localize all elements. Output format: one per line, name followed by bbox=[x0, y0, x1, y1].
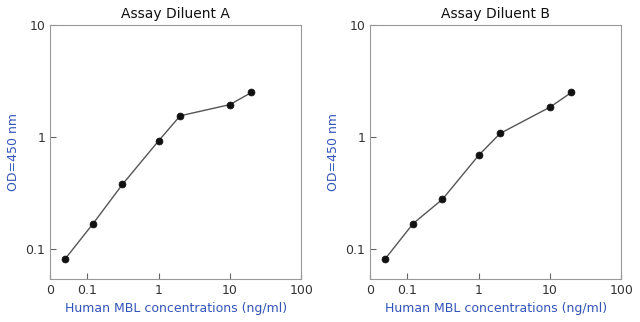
X-axis label: Human MBL concentrations (ng/ml): Human MBL concentrations (ng/ml) bbox=[65, 302, 287, 315]
Y-axis label: OD=450 nm: OD=450 nm bbox=[327, 113, 340, 191]
X-axis label: Human MBL concentrations (ng/ml): Human MBL concentrations (ng/ml) bbox=[385, 302, 607, 315]
Y-axis label: OD=450 nm: OD=450 nm bbox=[7, 113, 20, 191]
Title: Assay Diluent B: Assay Diluent B bbox=[441, 7, 550, 21]
Title: Assay Diluent A: Assay Diluent A bbox=[121, 7, 230, 21]
